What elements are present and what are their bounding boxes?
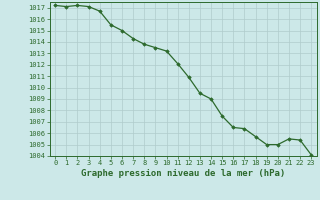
X-axis label: Graphe pression niveau de la mer (hPa): Graphe pression niveau de la mer (hPa) bbox=[81, 169, 285, 178]
